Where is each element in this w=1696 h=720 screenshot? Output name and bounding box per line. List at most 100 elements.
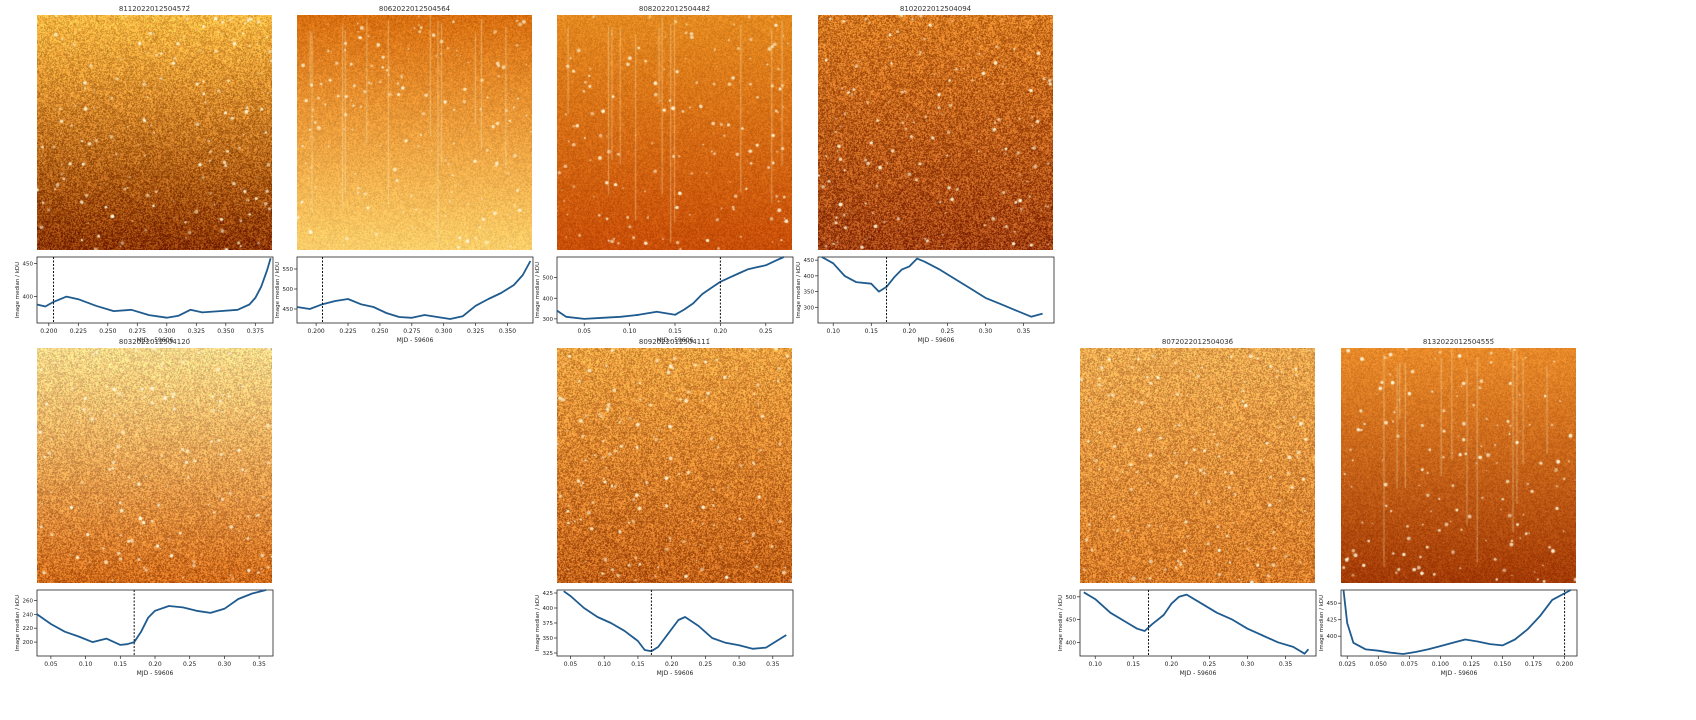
x-tick-label: 0.10 (598, 661, 612, 668)
x-tick-label: 0.20 (665, 661, 679, 668)
y-tick-label: 500 (1066, 595, 1077, 601)
y-tick-label: 450 (1327, 601, 1338, 607)
median-curve-plot: 0.05 0.10 0.15 0.20 0.25 0.30 0.35 325 350 375 400… (535, 589, 794, 677)
y-tick-label: 400 (1327, 634, 1338, 640)
x-tick-label: 0.075 (1401, 661, 1418, 668)
x-tick-label: 0.15 (114, 661, 128, 668)
y-tick-label: 450 (23, 262, 34, 268)
x-axis-label: MJD - 59606 (137, 337, 174, 344)
median-series-line (556, 256, 785, 320)
y-tick-label: 450 (283, 307, 294, 313)
median-curve-plot: 0.200 0.225 0.250 0.275 0.300 0.325 0.350 450 50… (275, 256, 534, 344)
y-tick-label: 260 (23, 598, 34, 604)
x-tick-label: 0.15 (865, 328, 879, 335)
x-tick-label: 0.025 (1339, 661, 1356, 668)
y-tick-label: 400 (23, 295, 34, 301)
x-tick-label: 0.30 (1241, 661, 1255, 668)
y-tick-label: 220 (23, 626, 34, 632)
x-tick-label: 0.300 (158, 328, 175, 335)
panel-title: 8112022012504572́ (118, 5, 191, 13)
plot-frame (556, 589, 794, 657)
panel-title: 8092022012504111́ (638, 338, 711, 346)
median-curve-plot: 0.10 0.15 0.20 0.25 0.30 0.35 400 450 500 MJD - 5… (1058, 589, 1317, 677)
y-tick-label: 300 (804, 305, 815, 311)
median-series-line (296, 260, 532, 320)
x-tick-label: 0.050 (1370, 661, 1387, 668)
median-series-line (36, 589, 267, 646)
plot-frame (36, 256, 274, 324)
x-axis-label: MJD - 59606 (397, 337, 434, 344)
panel-title: 8102022012504094́ (899, 5, 972, 13)
x-tick-label: 0.15 (631, 661, 645, 668)
y-tick-label: 400 (804, 274, 815, 280)
x-tick-label: 0.200 (40, 328, 57, 335)
x-tick-label: 0.25 (183, 661, 197, 668)
x-tick-label: 0.325 (467, 328, 484, 335)
sky-image (557, 348, 792, 583)
x-tick-label: 0.200 (308, 328, 325, 335)
x-tick-label: 0.100 (1432, 661, 1449, 668)
panel-title: 8032022012504120́ (118, 338, 191, 346)
panel-title: 8072022012504036́ (1161, 338, 1234, 346)
median-series-line (821, 256, 1043, 318)
median-series-line (36, 258, 272, 319)
y-tick-label: 375 (543, 621, 554, 627)
y-axis-label: Image median / kDU (535, 262, 541, 318)
median-curve-plot: 0.10 0.15 0.20 0.25 0.30 0.35 300 350 400 450 MJD … (796, 256, 1055, 344)
x-tick-label: 0.250 (371, 328, 388, 335)
median-curve-plot: 0.05 0.10 0.15 0.20 0.25 0.30 0.35 200 220 240 260… (15, 589, 274, 677)
sky-image (1080, 348, 1315, 583)
y-axis-label: Image median / kDU (1319, 595, 1325, 651)
x-tick-label: 0.10 (1089, 661, 1103, 668)
y-tick-label: 425 (543, 591, 554, 597)
x-tick-label: 0.25 (699, 661, 713, 668)
x-tick-label: 0.20 (714, 328, 728, 335)
y-tick-label: 550 (283, 267, 294, 273)
x-tick-label: 0.10 (623, 328, 637, 335)
x-tick-label: 0.275 (403, 328, 420, 335)
y-tick-label: 240 (23, 612, 34, 618)
x-axis-label: MJD - 59606 (1180, 670, 1217, 677)
x-tick-label: 0.15 (1127, 661, 1141, 668)
x-tick-label: 0.35 (1279, 661, 1293, 668)
x-tick-label: 0.05 (564, 661, 578, 668)
panel-title: 8082022012504482́ (638, 5, 711, 13)
median-curve-plot: 0.200 0.225 0.250 0.275 0.300 0.325 0.350 0.375… (15, 256, 274, 344)
x-tick-label: 0.10 (827, 328, 841, 335)
x-axis-label: MJD - 59606 (918, 337, 955, 344)
y-tick-label: 400 (1066, 640, 1077, 646)
x-tick-label: 0.35 (1017, 328, 1031, 335)
x-axis-label: MJD - 59606 (657, 670, 694, 677)
x-tick-label: 0.20 (1165, 661, 1179, 668)
y-tick-label: 500 (283, 287, 294, 293)
x-tick-label: 0.175 (1525, 661, 1542, 668)
x-tick-label: 0.30 (979, 328, 993, 335)
y-tick-label: 500 (543, 276, 554, 282)
x-tick-label: 0.25 (1203, 661, 1217, 668)
y-axis-label: Image median / kDU (275, 262, 281, 318)
x-tick-label: 0.35 (252, 661, 266, 668)
sky-image (557, 15, 792, 250)
plot-frame (296, 256, 534, 324)
x-tick-label: 0.275 (129, 328, 146, 335)
sky-image (37, 15, 272, 250)
x-tick-label: 0.350 (217, 328, 234, 335)
median-curve-plot: 0.05 0.10 0.15 0.20 0.25 300 400 500 MJD - 59606… (535, 256, 794, 344)
y-axis-label: Image median / kDU (15, 595, 21, 651)
x-tick-label: 0.225 (70, 328, 87, 335)
x-tick-label: 0.225 (339, 328, 356, 335)
x-tick-label: 0.25 (941, 328, 955, 335)
sky-image (818, 15, 1053, 250)
y-axis-label: Image median / kDU (1058, 595, 1064, 651)
sky-image (1341, 348, 1576, 583)
sky-image (297, 15, 532, 250)
x-tick-label: 0.325 (188, 328, 205, 335)
x-tick-label: 0.05 (44, 661, 58, 668)
x-axis-label: MJD - 59606 (137, 670, 174, 677)
x-axis-label: MJD - 59606 (657, 337, 694, 344)
x-tick-label: 0.20 (903, 328, 917, 335)
plot-frame (36, 589, 274, 657)
x-tick-label: 0.150 (1494, 661, 1511, 668)
y-tick-label: 400 (543, 606, 554, 612)
x-tick-label: 0.30 (732, 661, 746, 668)
